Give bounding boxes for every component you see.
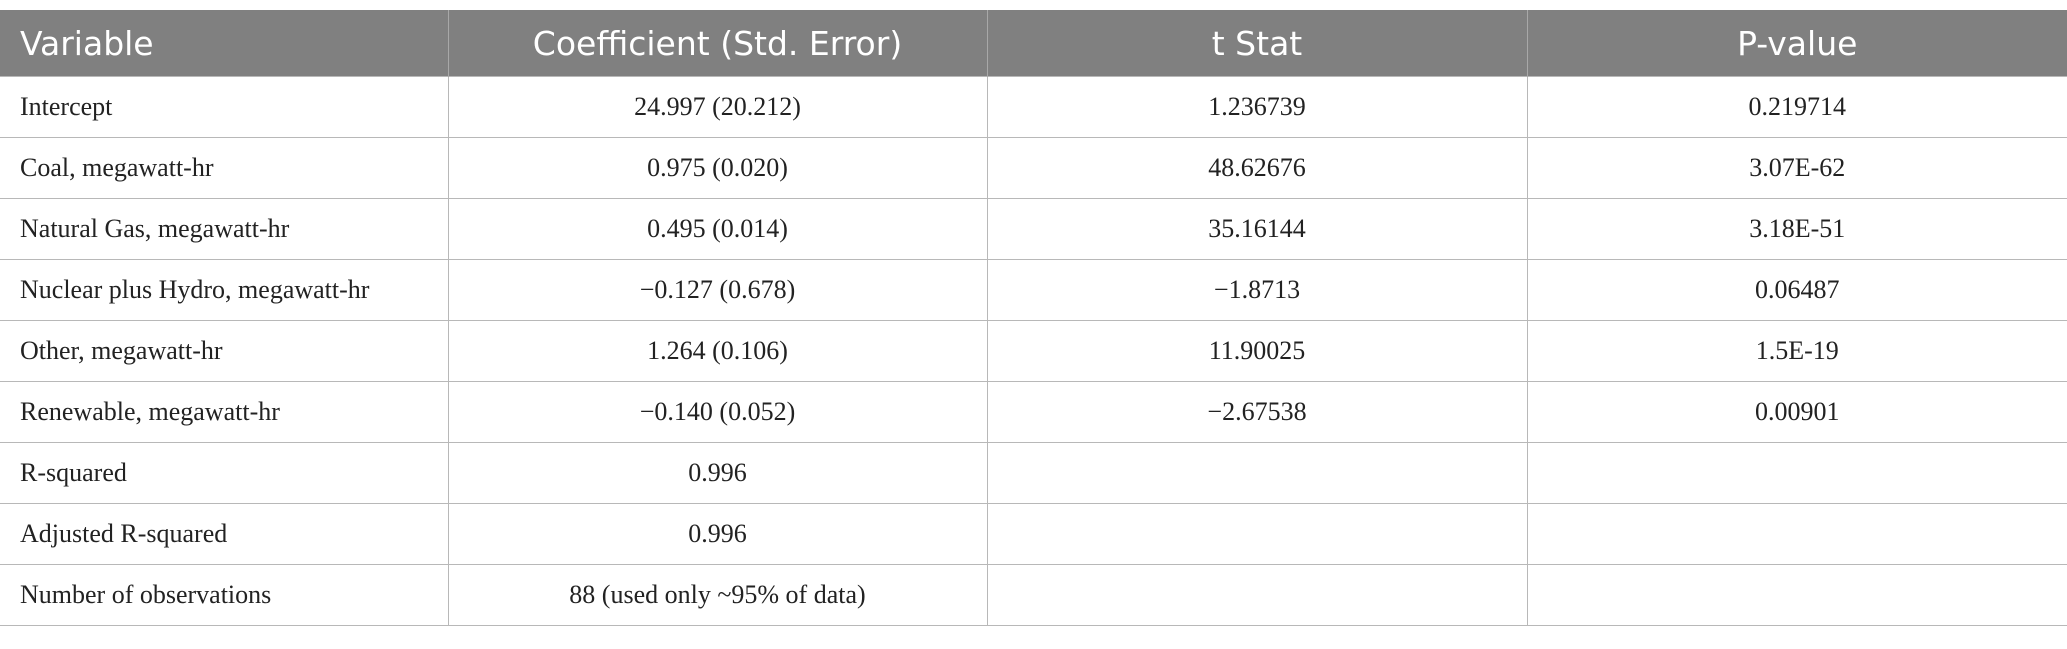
table-cell: 48.62676 — [986, 137, 1528, 199]
table-cell: 0.06487 — [1526, 259, 2067, 321]
empty-cell — [986, 503, 1528, 565]
table-cell: Adjusted R-squared — [0, 503, 449, 565]
table-row: Number of observations 88 (used only ~95%… — [0, 564, 2067, 626]
table-cell: 1.264 (0.106) — [447, 320, 988, 382]
header-row: Variable Coefficient (Std. Error) t Stat P-… — [0, 10, 2067, 77]
table-cell: 11.90025 — [986, 320, 1528, 382]
table-cell: Natural Gas, megawatt-hr — [0, 198, 449, 260]
empty-cell — [986, 564, 1528, 626]
table-cell: 24.997 (20.212) — [447, 76, 988, 138]
table-cell: 0.975 (0.020) — [447, 137, 988, 199]
table-row: Renewable, megawatt-hr −0.140 (0.052) −2.6… — [0, 381, 2067, 443]
table-cell: 1.236739 — [986, 76, 1528, 138]
header-cell: P-value — [1526, 10, 2067, 77]
empty-cell — [1526, 564, 2067, 626]
table-cell: −0.127 (0.678) — [447, 259, 988, 321]
table-row: R-squared 0.996 — [0, 442, 2067, 504]
table-cell: Renewable, megawatt-hr — [0, 381, 449, 443]
table-row: Intercept 24.997 (20.212) 1.236739 0.219714 — [0, 76, 2067, 138]
table-cell: 3.18E-51 — [1526, 198, 2067, 260]
table-cell: Intercept — [0, 76, 449, 138]
regression-table: Variable Coefficient (Std. Error) t Stat P-… — [0, 10, 2067, 626]
table-cell: −0.140 (0.052) — [447, 381, 988, 443]
table-row: Nuclear plus Hydro, megawatt-hr −0.127 (0… — [0, 259, 2067, 321]
table-cell: 1.5E-19 — [1526, 320, 2067, 382]
table-row: Natural Gas, megawatt-hr 0.495 (0.014) 35.… — [0, 198, 2067, 260]
table-cell: 35.16144 — [986, 198, 1528, 260]
table-row: Coal, megawatt-hr 0.975 (0.020) 48.62676 3.… — [0, 137, 2067, 199]
table-cell: −1.8713 — [986, 259, 1528, 321]
table-cell: 0.996 — [447, 503, 988, 565]
empty-cell — [986, 442, 1528, 504]
table-row: Adjusted R-squared 0.996 — [0, 503, 2067, 565]
table-cell: Other, megawatt-hr — [0, 320, 449, 382]
table-cell: −2.67538 — [986, 381, 1528, 443]
empty-cell — [1526, 503, 2067, 565]
header-cell: Coefficient (Std. Error) — [447, 10, 987, 77]
table-cell: 0.00901 — [1526, 381, 2067, 443]
table-cell: Number of observations — [0, 564, 449, 626]
table-cell: 0.996 — [447, 442, 988, 504]
table-cell: 3.07E-62 — [1526, 137, 2067, 199]
header-cell: t Stat — [986, 10, 1527, 77]
table-cell: R-squared — [0, 442, 449, 504]
table-cell: 0.219714 — [1526, 76, 2067, 138]
table-cell: 88 (used only ~95% of data) — [447, 564, 988, 626]
header-cell: Variable — [0, 10, 448, 77]
table-cell: 0.495 (0.014) — [447, 198, 988, 260]
table-cell: Coal, megawatt-hr — [0, 137, 449, 199]
empty-cell — [1526, 442, 2067, 504]
table-cell: Nuclear plus Hydro, megawatt-hr — [0, 259, 449, 321]
table-row: Other, megawatt-hr 1.264 (0.106) 11.90025 1… — [0, 320, 2067, 382]
